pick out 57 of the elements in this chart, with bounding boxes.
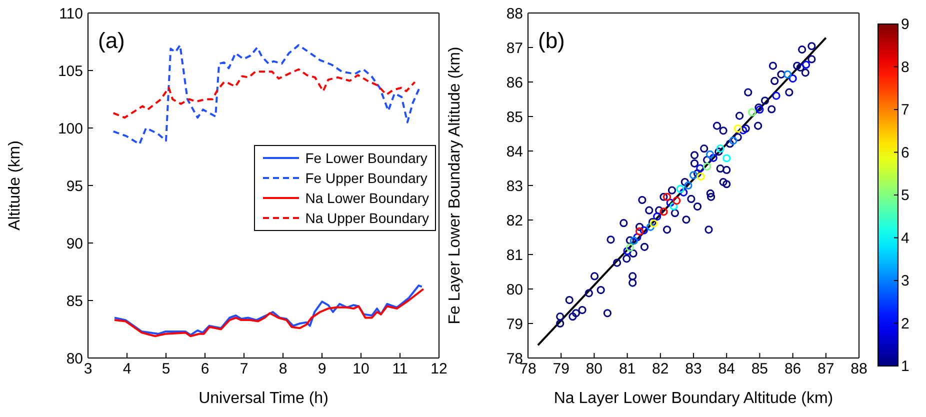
x-tick-label: 87 xyxy=(818,360,834,378)
y-tick-label: 100 xyxy=(58,120,83,138)
x-tick-label: 3 xyxy=(84,360,92,378)
x-tick-label: 88 xyxy=(850,360,868,378)
y-tick-label: 85 xyxy=(66,292,83,310)
y-tick-label: 90 xyxy=(66,235,83,252)
x-tick-label: 80 xyxy=(586,360,603,378)
legend-label: Fe Lower Boundary xyxy=(305,149,428,168)
y-axis-title: Fe Layer Lower Boundary Altitude (km) xyxy=(446,46,464,324)
color-bar-label: 3 xyxy=(901,272,910,290)
x-tick-label: 82 xyxy=(652,360,669,378)
x-tick-label: 9 xyxy=(318,360,326,378)
color-bar-label: 2 xyxy=(901,315,910,332)
x-tick-label: 84 xyxy=(718,360,735,378)
y-tick-label: 110 xyxy=(59,5,83,22)
x-tick-label: 8 xyxy=(278,360,288,378)
y-tick-label: 81 xyxy=(506,246,523,264)
x-tick-label: 85 xyxy=(751,360,768,378)
y-tick-label: 80 xyxy=(506,281,523,298)
line-series xyxy=(112,68,416,119)
color-bar-label: 5 xyxy=(901,187,910,204)
color-bar-label: 1 xyxy=(901,358,910,375)
x-tick-label: 86 xyxy=(784,360,802,378)
x-tick-label: 79 xyxy=(552,360,570,378)
x-tick-label: 81 xyxy=(618,360,636,378)
y-tick-label: 86 xyxy=(506,74,523,92)
y-tick-label: 85 xyxy=(506,108,523,126)
x-tick-label: 5 xyxy=(162,360,170,378)
color-bar-label: 4 xyxy=(901,230,910,247)
y-tick-label: 84 xyxy=(506,143,523,160)
y-tick-label: 87 xyxy=(506,40,523,57)
color-bar-label: 8 xyxy=(901,58,910,76)
y-tick-label: 83 xyxy=(506,178,523,195)
legend-label: Fe Upper Boundary xyxy=(305,169,428,188)
color-bar-label: 6 xyxy=(901,144,910,162)
x-tick-label: 4 xyxy=(122,360,132,378)
annotation: (b) xyxy=(538,28,565,54)
y-tick-label: 88 xyxy=(506,5,523,22)
y-tick-label: 79 xyxy=(506,316,523,333)
x-tick-label: 12 xyxy=(430,360,448,378)
color-bar-label: 7 xyxy=(901,102,910,118)
colorbar: 1 2 3 4 5 6 7 8 9 xyxy=(868,8,914,408)
legend-label: Na Lower Boundary xyxy=(305,189,429,208)
color-bar-label: 9 xyxy=(901,16,910,33)
x-axis-title: Universal Time (h) xyxy=(198,390,328,407)
x-tick-label: 83 xyxy=(685,360,702,378)
x-tick-label: 11 xyxy=(392,360,408,378)
y-axis-title: Altitude (km) xyxy=(6,140,24,230)
legend-label: Na Upper Boundary xyxy=(305,209,429,228)
x-axis-title: Na Layer Lower Boundary Altitude (km) xyxy=(554,390,834,407)
y-tick-label: 82 xyxy=(506,212,523,230)
x-tick-label: 10 xyxy=(352,360,370,378)
annotation: (a) xyxy=(98,28,125,54)
y-tick-label: 95 xyxy=(66,178,83,195)
y-tick-label: 105 xyxy=(58,62,83,80)
x-tick-label: 6 xyxy=(200,360,210,378)
x-tick-label: 7 xyxy=(240,360,248,378)
